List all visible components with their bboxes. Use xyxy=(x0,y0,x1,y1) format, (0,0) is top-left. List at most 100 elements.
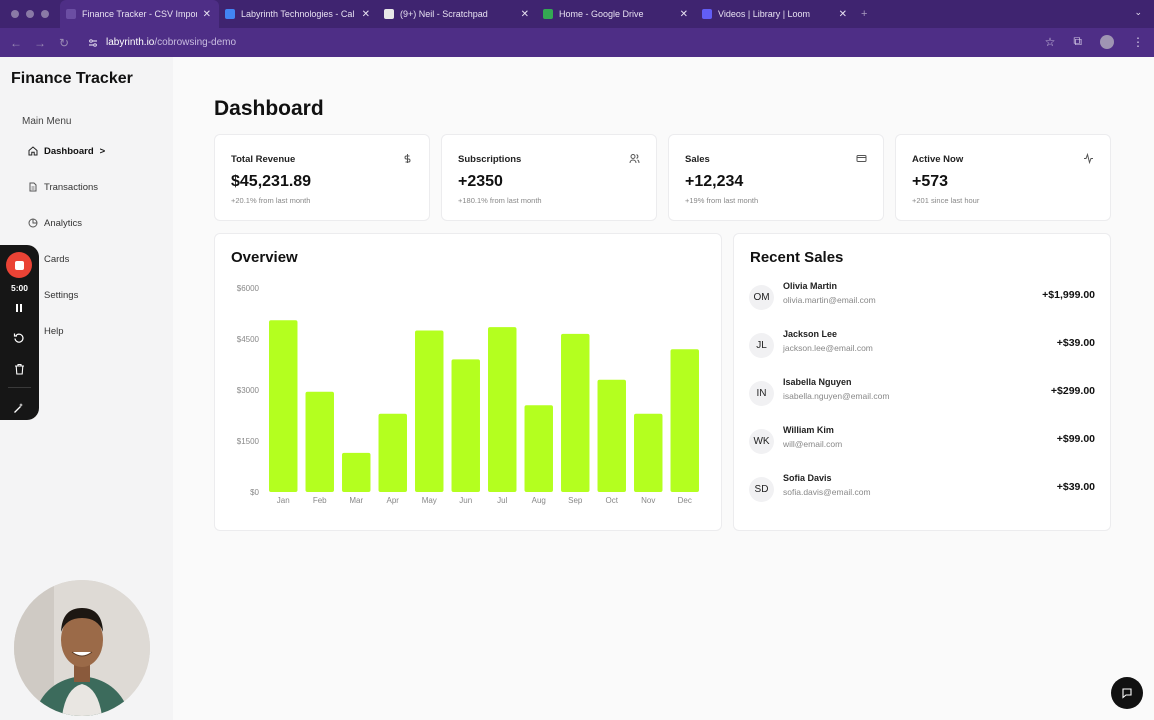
magic-wand-icon xyxy=(14,403,23,413)
sale-amount: +$1,999.00 xyxy=(1042,289,1095,301)
stat-change: +180.1% from last month xyxy=(458,196,542,205)
chevron-right-icon: > xyxy=(99,145,106,157)
bar-oct xyxy=(597,379,626,492)
browser-tab[interactable]: Home - Google Drive ✕ xyxy=(537,0,696,28)
pause-icon xyxy=(16,304,22,312)
y-tick-label: $3000 xyxy=(237,386,260,395)
tab-search-chevron-icon[interactable]: ⌄ xyxy=(1134,7,1142,17)
browser-tab[interactable]: (9+) Neil - Scratchpad ✕ xyxy=(378,0,537,28)
forward-arrow-icon[interactable]: → xyxy=(34,35,46,50)
sale-amount: +$39.00 xyxy=(1056,481,1095,493)
bar-apr xyxy=(378,413,407,492)
app-title: Finance Tracker xyxy=(11,70,133,87)
overview-bar-chart: $0 $1500 $3000 $4500 $6000 Jan Feb Mar Apr May Ju… xyxy=(237,284,699,505)
recent-sales-title: Recent Sales xyxy=(750,249,844,266)
window-controls xyxy=(0,10,60,18)
tab-favicon-icon xyxy=(225,9,235,19)
url-input[interactable]: labyrinth.io/cobrowsing-demo xyxy=(80,32,1065,53)
browser-tab[interactable]: Labyrinth Technologies - Cal ✕ xyxy=(219,0,378,28)
maximize-window-button[interactable] xyxy=(41,10,49,18)
bar-sep xyxy=(561,333,590,492)
webcam-bubble[interactable] xyxy=(14,580,150,716)
sale-row: WK William Kim will@email.com +$99.00 xyxy=(749,425,1095,457)
browser-tab-bar: Finance Tracker - CSV Import ✕ Labyrinth… xyxy=(0,0,1154,28)
tab-title: Finance Tracker - CSV Import xyxy=(82,9,197,19)
restart-icon xyxy=(13,333,24,343)
new-tab-icon[interactable]: + xyxy=(861,8,868,20)
browser-menu-icon[interactable]: ⋮ xyxy=(1132,34,1144,49)
sale-amount: +$99.00 xyxy=(1056,433,1095,445)
chat-button[interactable] xyxy=(1111,677,1143,709)
bar-jul xyxy=(488,327,517,492)
sale-customer-email: jackson.lee@email.com xyxy=(783,343,873,353)
overview-card: Overview $0 $1500 $3000 $4500 $6000 Jan Feb Ma… xyxy=(214,233,722,531)
bar-dec xyxy=(670,349,699,492)
bookmark-star-icon[interactable]: ☆ xyxy=(1044,34,1056,49)
stop-recording-button[interactable] xyxy=(6,252,32,278)
close-tab-icon[interactable]: ✕ xyxy=(679,8,688,20)
sale-customer-name: Sofia Davis xyxy=(783,473,832,483)
stat-card-active-now: Active Now +573 +201 since last hour xyxy=(895,134,1111,221)
sale-customer-name: Olivia Martin xyxy=(783,281,838,291)
file-icon xyxy=(29,182,37,192)
sidebar-item-label: Help xyxy=(44,325,64,337)
close-tab-icon[interactable]: ✕ xyxy=(520,8,529,20)
avatar: IN xyxy=(749,381,774,406)
x-tick-label: Oct xyxy=(606,496,619,505)
avatar: WK xyxy=(749,429,774,454)
profile-avatar[interactable] xyxy=(1100,34,1114,49)
tab-title: Videos | Library | Loom xyxy=(718,9,811,19)
pause-recording-button[interactable] xyxy=(10,299,28,317)
tab-title: Labyrinth Technologies - Cal xyxy=(241,9,355,19)
sale-amount: +$299.00 xyxy=(1050,385,1095,397)
delete-recording-button[interactable] xyxy=(10,360,28,378)
browser-tab[interactable]: Finance Tracker - CSV Import ✕ xyxy=(60,0,219,28)
sale-customer-email: isabella.nguyen@email.com xyxy=(783,391,890,401)
x-tick-label: Mar xyxy=(349,496,363,505)
sidebar-item-dashboard[interactable]: Dashboard > xyxy=(28,143,105,159)
sidebar-item-analytics[interactable]: Analytics xyxy=(28,215,82,231)
recent-sales-card: Recent Sales OM Olivia Martin olivia.mar… xyxy=(733,233,1111,531)
x-tick-label: Jun xyxy=(459,496,472,505)
browser-tab[interactable]: Videos | Library | Loom ✕ xyxy=(696,0,855,28)
stat-label: Total Revenue xyxy=(231,154,296,165)
close-tab-icon[interactable]: ✕ xyxy=(838,8,847,20)
address-bar: ← → ↻ labyrinth.io/cobrowsing-demo ☆ ⧉ ⋮ xyxy=(0,28,1154,57)
x-tick-label: Nov xyxy=(641,496,655,505)
stat-value: +573 xyxy=(912,173,949,190)
x-tick-label: Feb xyxy=(313,496,327,505)
stat-value: $45,231.89 xyxy=(231,173,312,190)
sidebar-item-label: Dashboard xyxy=(44,145,94,157)
site-settings-icon[interactable] xyxy=(88,38,98,48)
stop-icon xyxy=(14,260,24,270)
effects-button[interactable] xyxy=(10,399,28,417)
close-tab-icon[interactable]: ✕ xyxy=(202,8,211,20)
y-tick-label: $1500 xyxy=(237,437,260,446)
sidebar-item-label: Analytics xyxy=(44,217,83,229)
minimize-window-button[interactable] xyxy=(26,10,34,18)
stat-card-subscriptions: Subscriptions +2350 +180.1% from last mo… xyxy=(441,134,657,221)
close-tab-icon[interactable]: ✕ xyxy=(361,8,370,20)
avatar: OM xyxy=(749,285,774,310)
close-window-button[interactable] xyxy=(11,10,19,18)
bar-jan xyxy=(269,320,298,492)
y-tick-label: $6000 xyxy=(237,284,260,293)
extensions-icon[interactable]: ⧉ xyxy=(1073,34,1082,48)
x-tick-label: Aug xyxy=(532,496,546,505)
restart-recording-button[interactable] xyxy=(10,329,28,347)
tab-title: (9+) Neil - Scratchpad xyxy=(400,9,488,19)
chat-bubble-icon xyxy=(1122,688,1132,699)
reload-icon[interactable]: ↻ xyxy=(58,35,70,50)
sidebar-item-transactions[interactable]: Transactions xyxy=(28,179,98,195)
stat-change: +19% from last month xyxy=(685,196,759,205)
x-tick-label: Jan xyxy=(277,496,290,505)
avatar: SD xyxy=(749,477,774,502)
back-arrow-icon[interactable]: ← xyxy=(10,35,22,50)
sale-row: OM Olivia Martin olivia.martin@email.com… xyxy=(749,281,1095,313)
bar-jun xyxy=(451,359,480,492)
stat-label: Active Now xyxy=(912,154,964,165)
sale-row: SD Sofia Davis sofia.davis@email.com +$3… xyxy=(749,473,1095,505)
stat-change: +20.1% from last month xyxy=(231,196,311,205)
sale-customer-email: sofia.davis@email.com xyxy=(783,487,871,497)
stat-label: Sales xyxy=(685,154,710,165)
